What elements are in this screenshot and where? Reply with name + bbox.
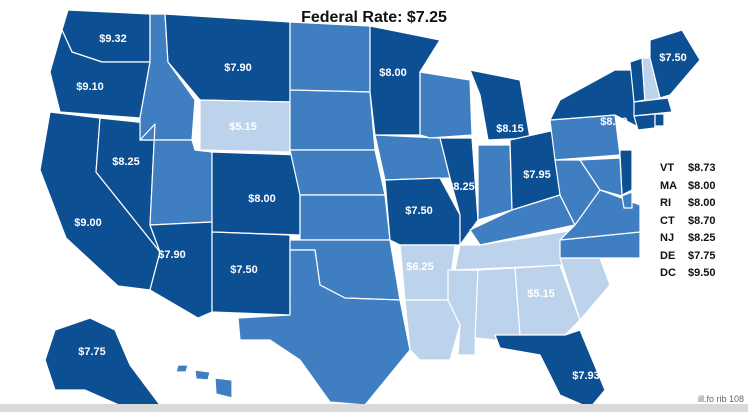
legend-state: CT <box>660 214 675 227</box>
state-md <box>579 157 623 197</box>
state-sd <box>289 89 376 151</box>
state-label-az: $7.90 <box>158 249 186 261</box>
legend-state: DE <box>660 249 676 262</box>
state-mi <box>469 69 531 141</box>
bottom-bar <box>0 404 748 412</box>
legend-value: $8.00 <box>688 179 716 192</box>
state-hi <box>175 364 189 373</box>
state-hi <box>214 377 233 399</box>
state-me <box>649 29 701 99</box>
state-label-il: $8.25 <box>447 181 475 193</box>
watermark-text: ill.fo rib 108 <box>697 394 744 404</box>
state-label-ny: $8.00 <box>600 116 628 128</box>
state-label-me: $7.50 <box>659 52 687 64</box>
legend-row: MA $8.00 <box>660 178 716 196</box>
legend-state: DC <box>660 267 676 279</box>
legend-state: NJ <box>660 232 675 244</box>
state-ri <box>654 113 665 127</box>
state-label-co: $8.00 <box>248 193 276 205</box>
legend-row: VT $8.73 <box>660 160 716 178</box>
state-ks <box>299 194 391 241</box>
legend-value: $8.00 <box>688 197 716 209</box>
legend-row: NJ $8.25 <box>660 230 716 248</box>
state-ne <box>289 149 386 196</box>
state-label-mt: $7.90 <box>224 62 252 74</box>
state-wv <box>554 159 601 226</box>
legend-state: MA <box>660 179 678 192</box>
state-label-oh: $7.95 <box>523 169 551 181</box>
state-al <box>474 267 521 341</box>
state-fl <box>494 329 606 409</box>
state-ma <box>633 97 673 117</box>
state-wi <box>419 71 473 139</box>
legend-state: VT <box>660 162 675 174</box>
state-label-mn: $8.00 <box>379 67 407 79</box>
legend-row: DE $7.75 <box>660 248 716 266</box>
state-label-wy: $5.15 <box>229 121 257 133</box>
state-in <box>477 144 513 221</box>
state-az <box>149 221 213 319</box>
state-ga <box>514 264 581 336</box>
legend-value: $8.25 <box>688 232 716 244</box>
legend-value: $7.75 <box>688 249 716 262</box>
state-label-fl: $7.93 <box>572 370 600 382</box>
state-label-nv: $8.25 <box>112 156 140 168</box>
legend-value: $8.70 <box>688 214 716 227</box>
state-label-mi: $8.15 <box>496 123 524 135</box>
legend-value: $8.73 <box>688 162 716 174</box>
state-label-ak: $7.75 <box>78 346 106 358</box>
legend-row: RI $8.00 <box>660 195 716 213</box>
state-nd <box>289 21 371 93</box>
state-nj <box>619 149 633 196</box>
legend-state: RI <box>660 197 671 209</box>
state-tx <box>237 249 411 406</box>
state-label-nm: $7.50 <box>230 264 258 276</box>
state-ct <box>633 113 656 131</box>
state-label-ca: $9.00 <box>74 217 102 229</box>
small-states-legend: VT $8.73 MA $8.00 RI $8.00 CT $8.70 NJ $8.25 … <box>660 160 716 283</box>
map-title: Federal Rate: $7.25 <box>301 9 447 26</box>
state-label-wa: $9.32 <box>99 33 127 45</box>
state-de <box>621 191 633 209</box>
state-label-or: $9.10 <box>76 81 104 93</box>
legend-row: DC $9.50 <box>660 265 716 283</box>
legend-value: $9.50 <box>688 267 716 279</box>
state-hi <box>194 369 211 381</box>
state-label-ar: $6.25 <box>406 261 434 273</box>
state-label-ga: $5.15 <box>527 288 555 300</box>
legend-row: CT $8.70 <box>660 213 716 231</box>
state-label-mo: $7.50 <box>405 205 433 217</box>
state-ia <box>374 134 451 181</box>
state-ak <box>44 317 161 412</box>
